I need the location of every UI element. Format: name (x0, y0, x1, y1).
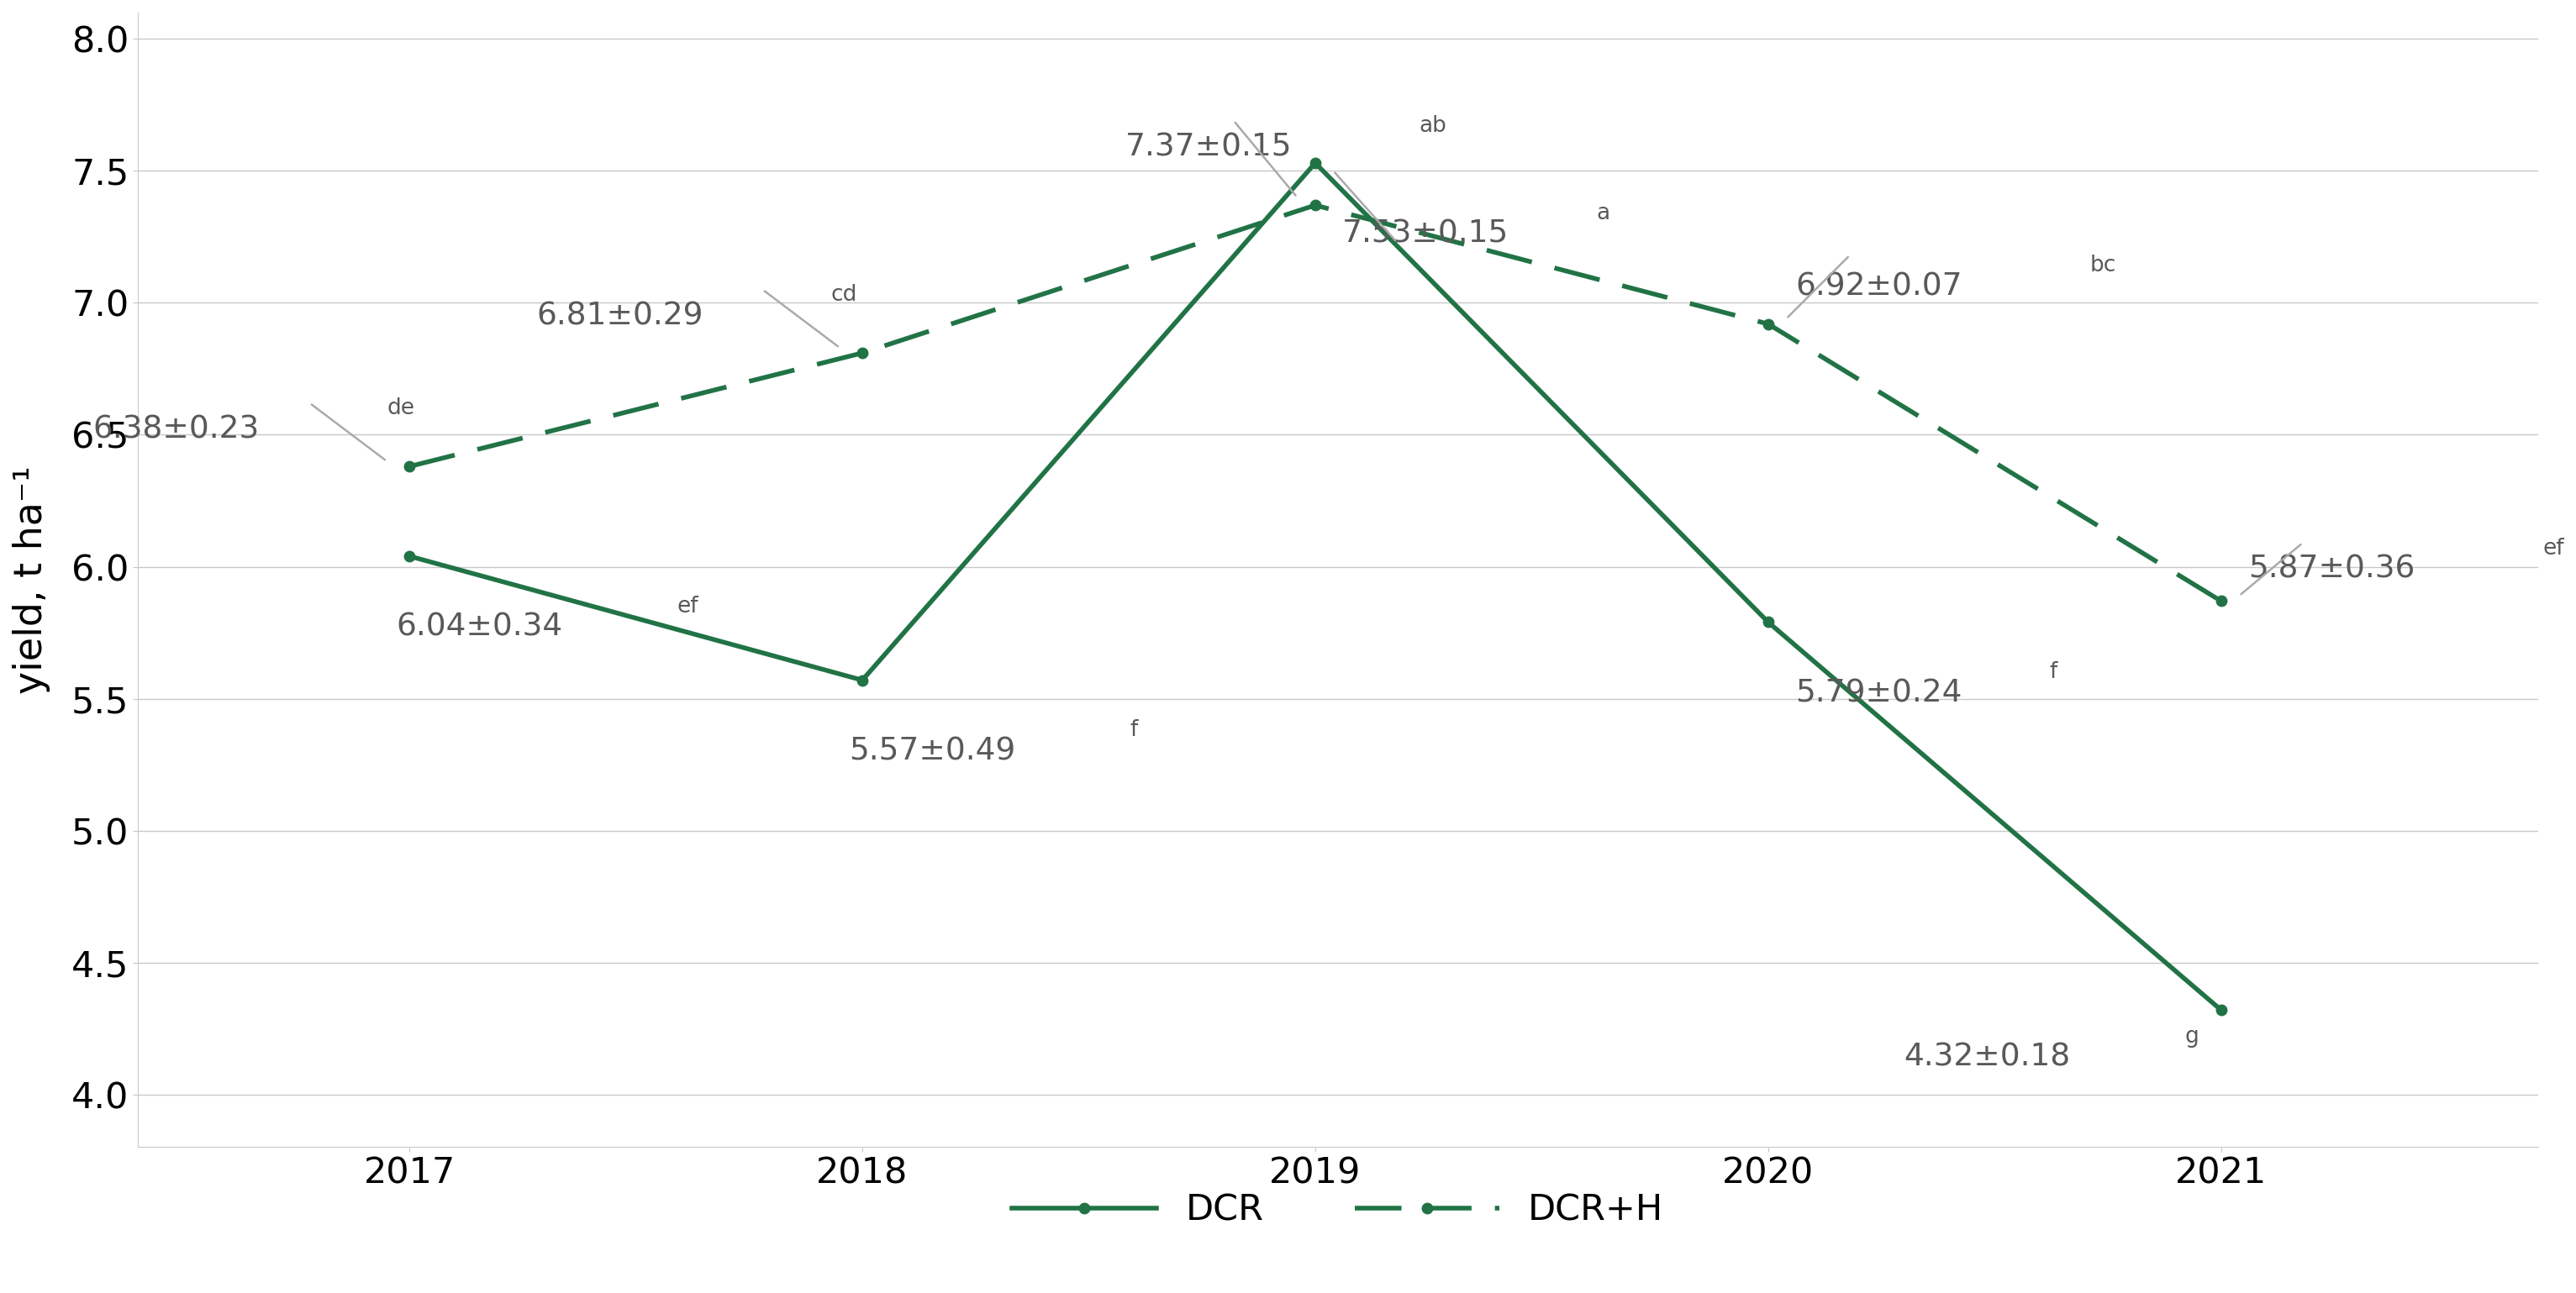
Text: 6.81±0.29: 6.81±0.29 (536, 301, 703, 331)
Text: cd: cd (829, 284, 858, 306)
Text: de: de (386, 397, 415, 419)
Text: 6.38±0.23: 6.38±0.23 (93, 414, 260, 445)
Text: 6.04±0.34: 6.04±0.34 (397, 613, 562, 643)
Text: ab: ab (1419, 115, 1448, 137)
Text: 5.57±0.49: 5.57±0.49 (848, 736, 1015, 767)
Y-axis label: yield, t ha⁻¹: yield, t ha⁻¹ (13, 465, 52, 694)
Text: bc: bc (2089, 255, 2115, 277)
Text: 7.37±0.15: 7.37±0.15 (1126, 132, 1291, 163)
Text: 5.79±0.24: 5.79±0.24 (1795, 679, 1963, 709)
Legend: DCR, DCR+H: DCR, DCR+H (997, 1178, 1677, 1243)
Text: a: a (1597, 202, 1610, 224)
Text: g: g (2184, 1025, 2200, 1047)
Text: 7.53±0.15: 7.53±0.15 (1342, 219, 1510, 250)
Text: 4.32±0.18: 4.32±0.18 (1904, 1042, 2071, 1073)
Text: f: f (1128, 719, 1139, 741)
Text: 5.87±0.36: 5.87±0.36 (2249, 555, 2414, 584)
Text: ef: ef (2543, 538, 2563, 559)
Text: f: f (2048, 661, 2056, 683)
Text: ef: ef (677, 595, 698, 617)
Text: 6.92±0.07: 6.92±0.07 (1795, 272, 1963, 303)
